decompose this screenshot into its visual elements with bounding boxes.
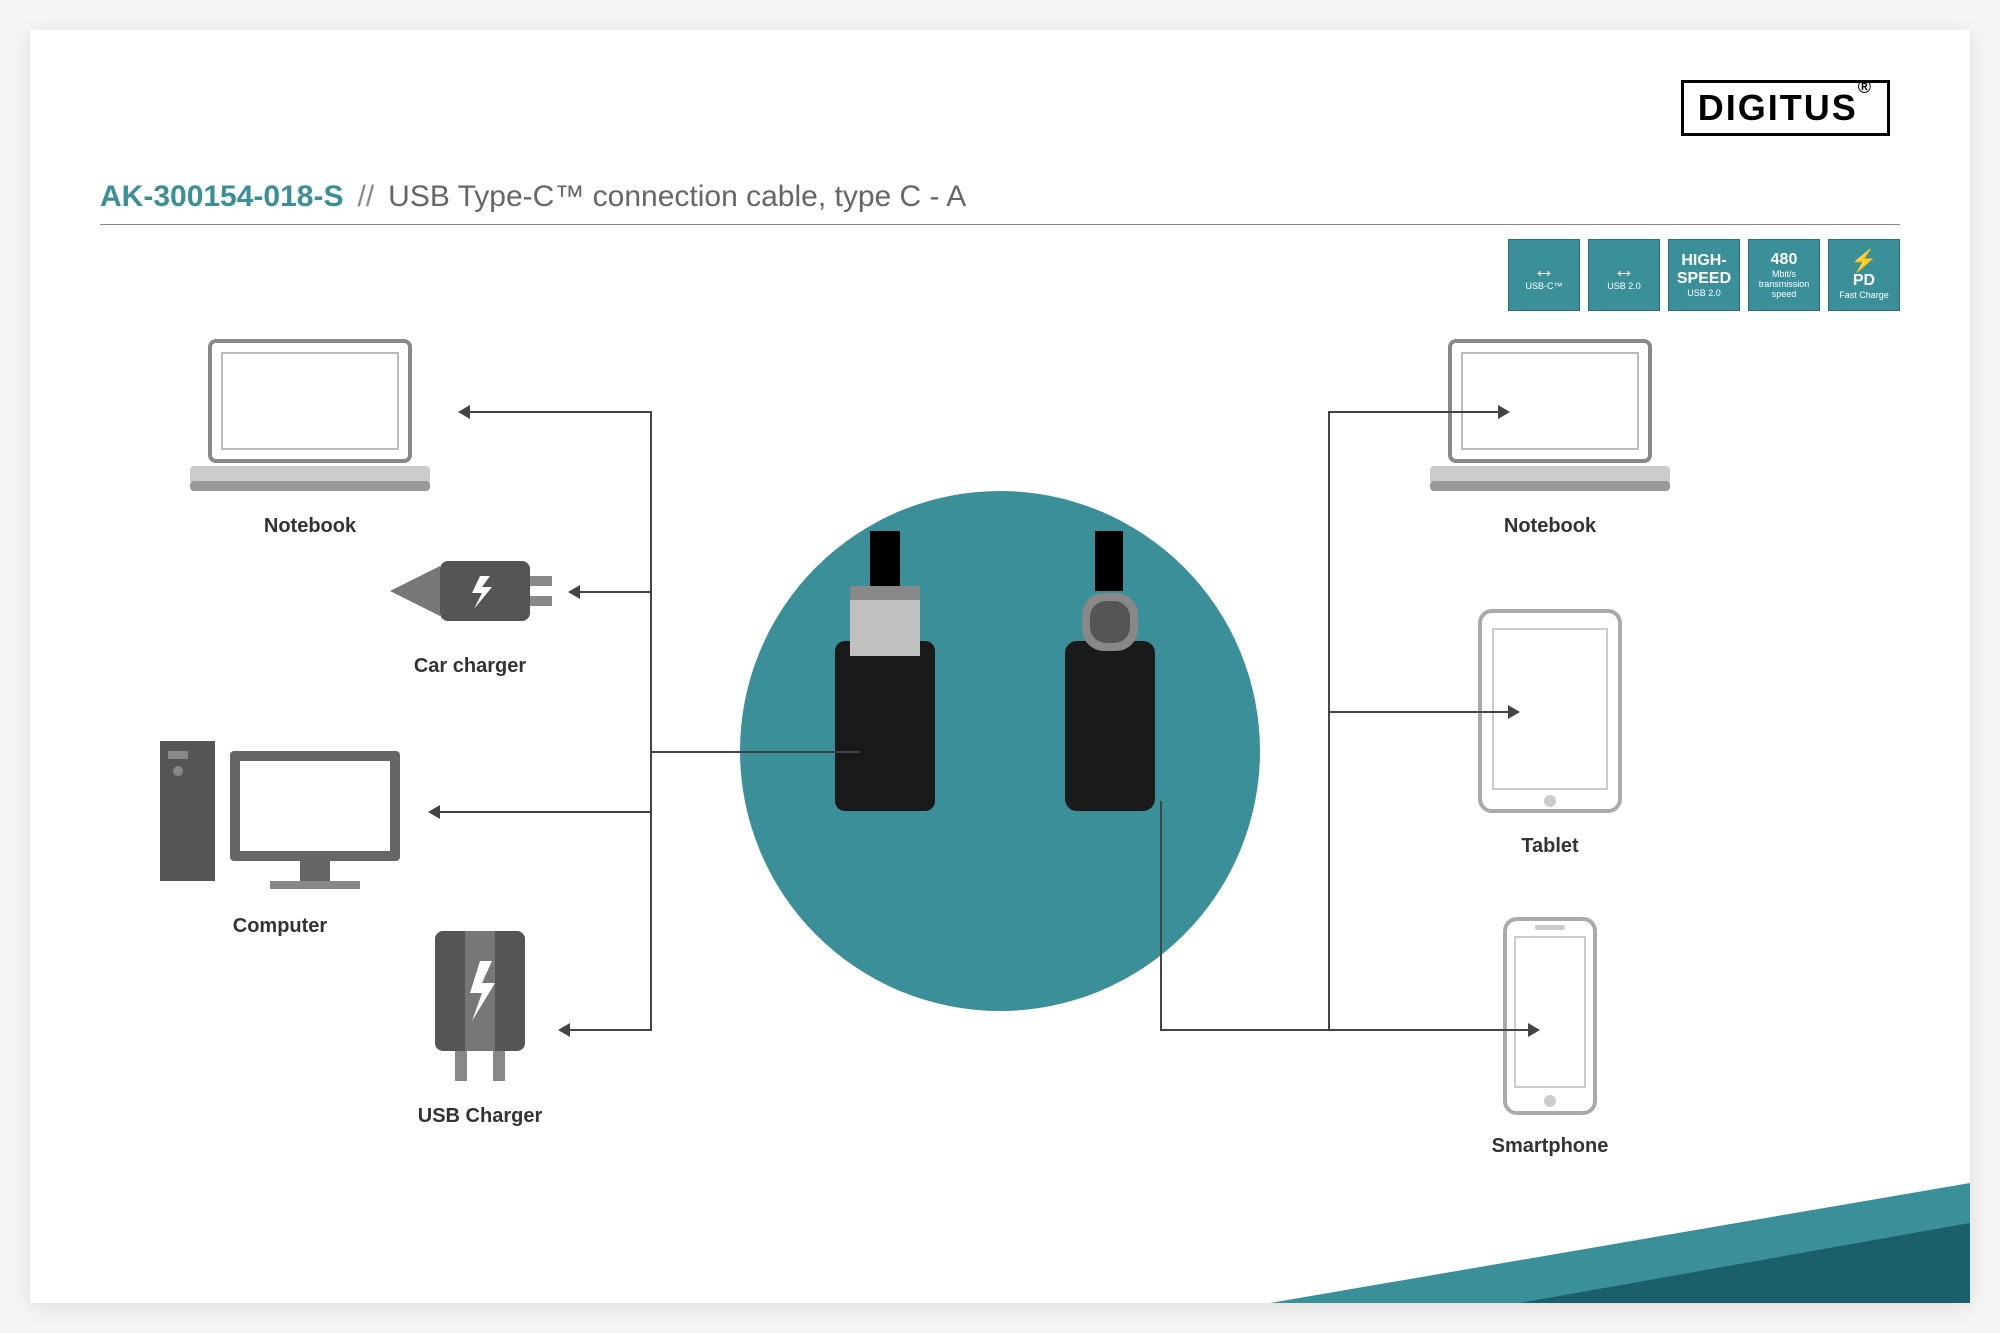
badge-label: USB 2.0 — [1607, 281, 1641, 291]
badge-highspeed: HIGH-SPEED USB 2.0 — [1668, 239, 1740, 311]
product-sheet: DIGITUS® AK-300154-018-S // USB Type-C™ … — [30, 30, 1970, 1303]
registered-mark: ® — [1858, 77, 1873, 97]
badge-label: USB 2.0 — [1687, 288, 1721, 298]
usb-c-connector-icon — [1020, 531, 1200, 811]
connector-line — [650, 591, 652, 753]
badge-480: 480 Mbit/s transmission speed — [1748, 239, 1820, 311]
badge-top: HIGH-SPEED — [1669, 252, 1739, 287]
brand-logo: DIGITUS® — [1681, 80, 1890, 136]
badge-mid: PD — [1853, 272, 1875, 290]
badge-label: transmission speed — [1749, 279, 1819, 299]
arrow-icon — [1528, 1023, 1540, 1037]
connector-line — [1160, 1029, 1330, 1031]
device-label: Notebook — [160, 515, 460, 538]
device-notebook-right: Notebook — [1400, 331, 1700, 538]
connector-line — [440, 811, 652, 813]
badge-label: Fast Charge — [1839, 290, 1889, 300]
smartphone-icon — [1490, 911, 1610, 1121]
title-row: AK-300154-018-S // USB Type-C™ connectio… — [100, 180, 1900, 225]
usb-icon: ↔ — [1613, 259, 1635, 281]
connector-line — [740, 751, 860, 753]
device-label: Notebook — [1400, 515, 1700, 538]
device-usb-charger: USB Charger — [380, 921, 580, 1128]
connector-line — [1328, 711, 1508, 713]
lightning-icon: ⚡ — [1850, 250, 1877, 272]
arrow-icon — [1498, 405, 1510, 419]
connector-line — [470, 411, 652, 413]
connector-line — [650, 751, 742, 753]
arrow-icon — [558, 1023, 570, 1037]
device-label: Smartphone — [1460, 1135, 1640, 1158]
device-computer: Computer — [130, 721, 430, 938]
device-car-charger: Car charger — [360, 541, 580, 678]
connector-line — [570, 1029, 652, 1031]
device-tablet: Tablet — [1440, 601, 1660, 858]
feature-badges: ↔ USB-C™ ↔ USB 2.0 HIGH-SPEED USB 2.0 48… — [100, 239, 1900, 311]
badge-usb-2: ↔ USB 2.0 — [1588, 239, 1660, 311]
connector-line — [580, 591, 652, 593]
title-separator: // — [357, 180, 374, 214]
product-sku: AK-300154-018-S — [100, 180, 343, 214]
device-label: Tablet — [1440, 835, 1660, 858]
decorative-corner-dark — [1520, 1223, 1970, 1303]
arrow-icon — [568, 585, 580, 599]
device-notebook-left: Notebook — [160, 331, 460, 538]
laptop-icon — [180, 331, 440, 501]
arrow-icon — [428, 805, 440, 819]
device-label: USB Charger — [380, 1105, 580, 1128]
laptop-icon — [1420, 331, 1680, 501]
connector-line — [1328, 1029, 1528, 1031]
device-label: Car charger — [360, 655, 580, 678]
wall-charger-icon — [410, 921, 550, 1091]
badge-pd: ⚡ PD Fast Charge — [1828, 239, 1900, 311]
usb-a-connector-icon — [780, 531, 1000, 811]
connector-line — [1328, 411, 1498, 413]
badge-label: USB-C™ — [1525, 281, 1562, 291]
device-smartphone: Smartphone — [1460, 911, 1640, 1158]
connector-line — [1160, 801, 1162, 1031]
badge-mid: Mbit/s — [1772, 269, 1796, 279]
product-name: USB Type-C™ connection cable, type C - A — [388, 180, 966, 214]
arrow-icon — [1508, 705, 1520, 719]
arrow-icon — [458, 405, 470, 419]
badge-usb-c: ↔ USB-C™ — [1508, 239, 1580, 311]
badge-top: 480 — [1771, 251, 1798, 269]
connector-line — [1328, 411, 1330, 1031]
brand-text: DIGITUS — [1698, 87, 1858, 128]
usb-icon: ↔ — [1533, 259, 1555, 281]
connection-diagram: Notebook Car charger Computer — [100, 321, 1900, 1221]
car-charger-icon — [380, 541, 560, 641]
desktop-icon — [150, 721, 410, 901]
